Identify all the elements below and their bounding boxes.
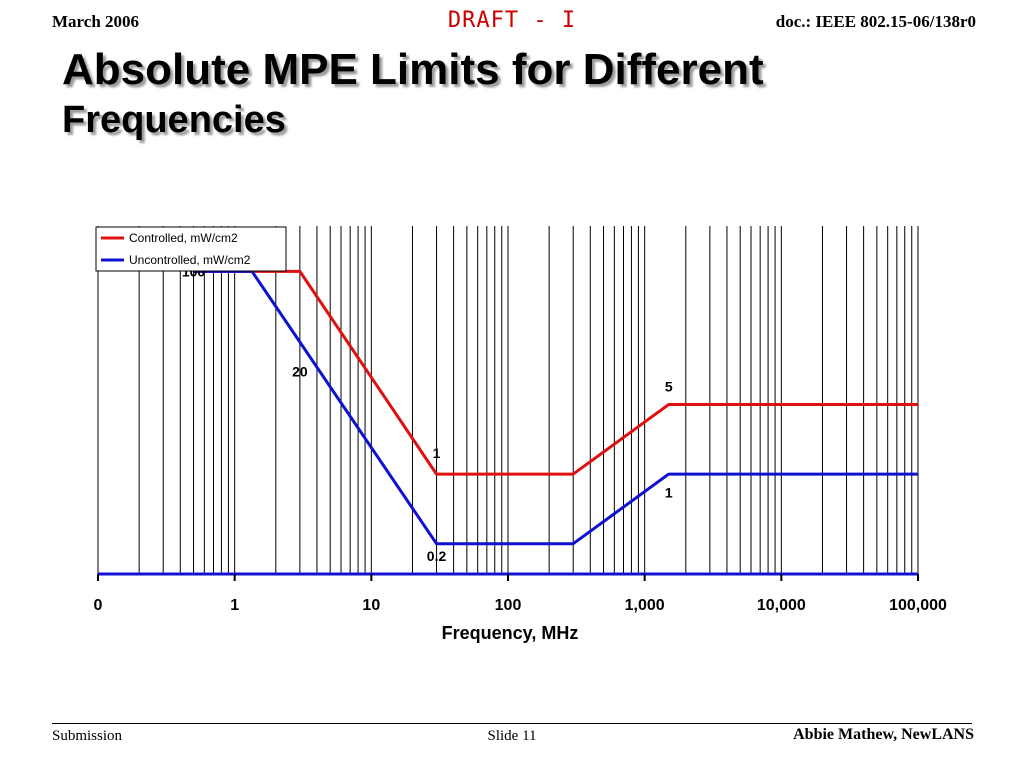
legend-entry: Controlled, mW/cm2 [129, 231, 238, 245]
header-date: March 2006 [52, 12, 140, 31]
data-label: 20 [292, 363, 308, 379]
chart-axis: 0 1 10 100 1,000 10,000 100,000 Frequency, MHz [94, 572, 947, 643]
legend-box [95, 226, 287, 272]
x-tick-label: 100,000 [889, 597, 947, 614]
legend-entry: Uncontrolled, mW/cm2 [129, 253, 251, 267]
x-tick-label: 0 [94, 597, 103, 614]
x-tick-label: 10 [362, 597, 380, 614]
draft-label: DRAFT - I [447, 8, 577, 33]
data-label: 1 [433, 445, 441, 461]
x-tick-label: 1,000 [625, 597, 665, 614]
x-tick-label: 100 [495, 597, 522, 614]
x-tick-label: 10,000 [757, 597, 806, 614]
data-label: 5 [665, 378, 673, 394]
slide-title-line2: Frequencies [62, 99, 286, 141]
chart-grid [97, 226, 919, 574]
chart-annotations: 10020150.21 [182, 263, 673, 563]
footer-submission: Submission [52, 728, 123, 744]
x-axis-label: Frequency, MHz [442, 623, 579, 643]
footer-divider [52, 723, 972, 724]
slide-title: Absolute MPE Limits for Different Freque… [62, 44, 764, 144]
x-tick-label: 1 [230, 597, 239, 614]
series-line-uncontrolled [193, 269, 918, 546]
chart-series [193, 269, 918, 546]
header-doc-id: doc.: IEEE 802.15-06/138r0 [775, 12, 976, 31]
footer-slide-number: Slide 11 [487, 728, 537, 744]
data-label: 1 [665, 484, 673, 500]
footer-author: Abbie Mathew, NewLANS [793, 726, 974, 743]
data-label: 0.2 [427, 548, 447, 564]
chart-legend: Controlled, mW/cm2 Uncontrolled, mW/cm2 [95, 226, 287, 272]
slide-title-line1: Absolute MPE Limits for Different [62, 45, 764, 94]
